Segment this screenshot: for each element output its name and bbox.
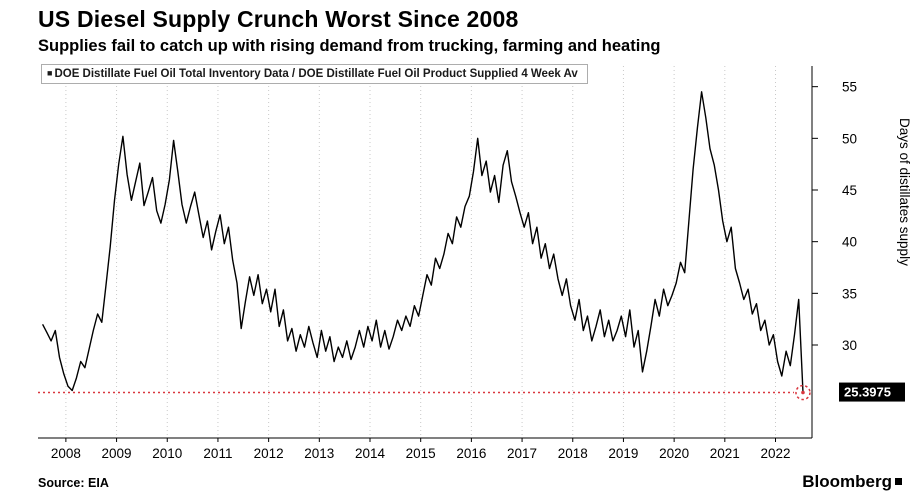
y-tick-label: 45: [842, 183, 857, 198]
x-tick-label: 2019: [608, 446, 638, 461]
x-tick-label: 2012: [254, 446, 284, 461]
x-tick-label: 2021: [710, 446, 740, 461]
y-axis-title: Days of distillates supply: [897, 118, 912, 266]
legend-label: DOE Distillate Fuel Oil Total Inventory …: [54, 68, 578, 80]
legend: ■ DOE Distillate Fuel Oil Total Inventory…: [41, 64, 588, 84]
x-tick-label: 2008: [51, 446, 81, 461]
x-tick-label: 2020: [659, 446, 689, 461]
diesel-supply-chart: 2008 2009 2010 2011 2012 2013 2014 2015 2016 2017…: [38, 66, 905, 461]
x-tick-label: 2018: [558, 446, 588, 461]
bloomberg-wordmark: Bloomberg: [802, 472, 904, 492]
series-line: [41, 91, 804, 393]
source-label: Source: EIA: [38, 476, 109, 490]
page-title: US Diesel Supply Crunch Worst Since 2008: [38, 6, 519, 32]
y-tick-label: 50: [842, 131, 857, 146]
annotation-label-box: [839, 382, 905, 402]
x-tick-label: 2013: [304, 446, 334, 461]
x-tick-label: 2015: [406, 446, 436, 461]
y-tick-label: 40: [842, 235, 857, 250]
x-tick-label: 2009: [102, 446, 132, 461]
annotation-point: [801, 390, 805, 395]
annotation-label: 25.3975: [844, 385, 891, 400]
legend-square-icon: ■: [47, 68, 53, 78]
y-tick-label: 30: [842, 338, 857, 353]
y-tick-label: 55: [842, 80, 857, 95]
x-tick-label: 2016: [456, 446, 486, 461]
x-tick-label: 2011: [203, 446, 232, 461]
bloomberg-text: Bloomberg: [802, 472, 892, 491]
page-subtitle: Supplies fail to catch up with rising de…: [38, 37, 661, 55]
x-tick-label: 2010: [152, 446, 182, 461]
x-tick-label: 2017: [507, 446, 537, 461]
x-tick-label: 2022: [760, 446, 790, 461]
annotation-marker-icon: [795, 384, 811, 401]
x-tick-label: 2014: [355, 446, 386, 461]
bloomberg-logo-icon: [895, 477, 904, 487]
y-tick-label: 35: [842, 286, 857, 301]
